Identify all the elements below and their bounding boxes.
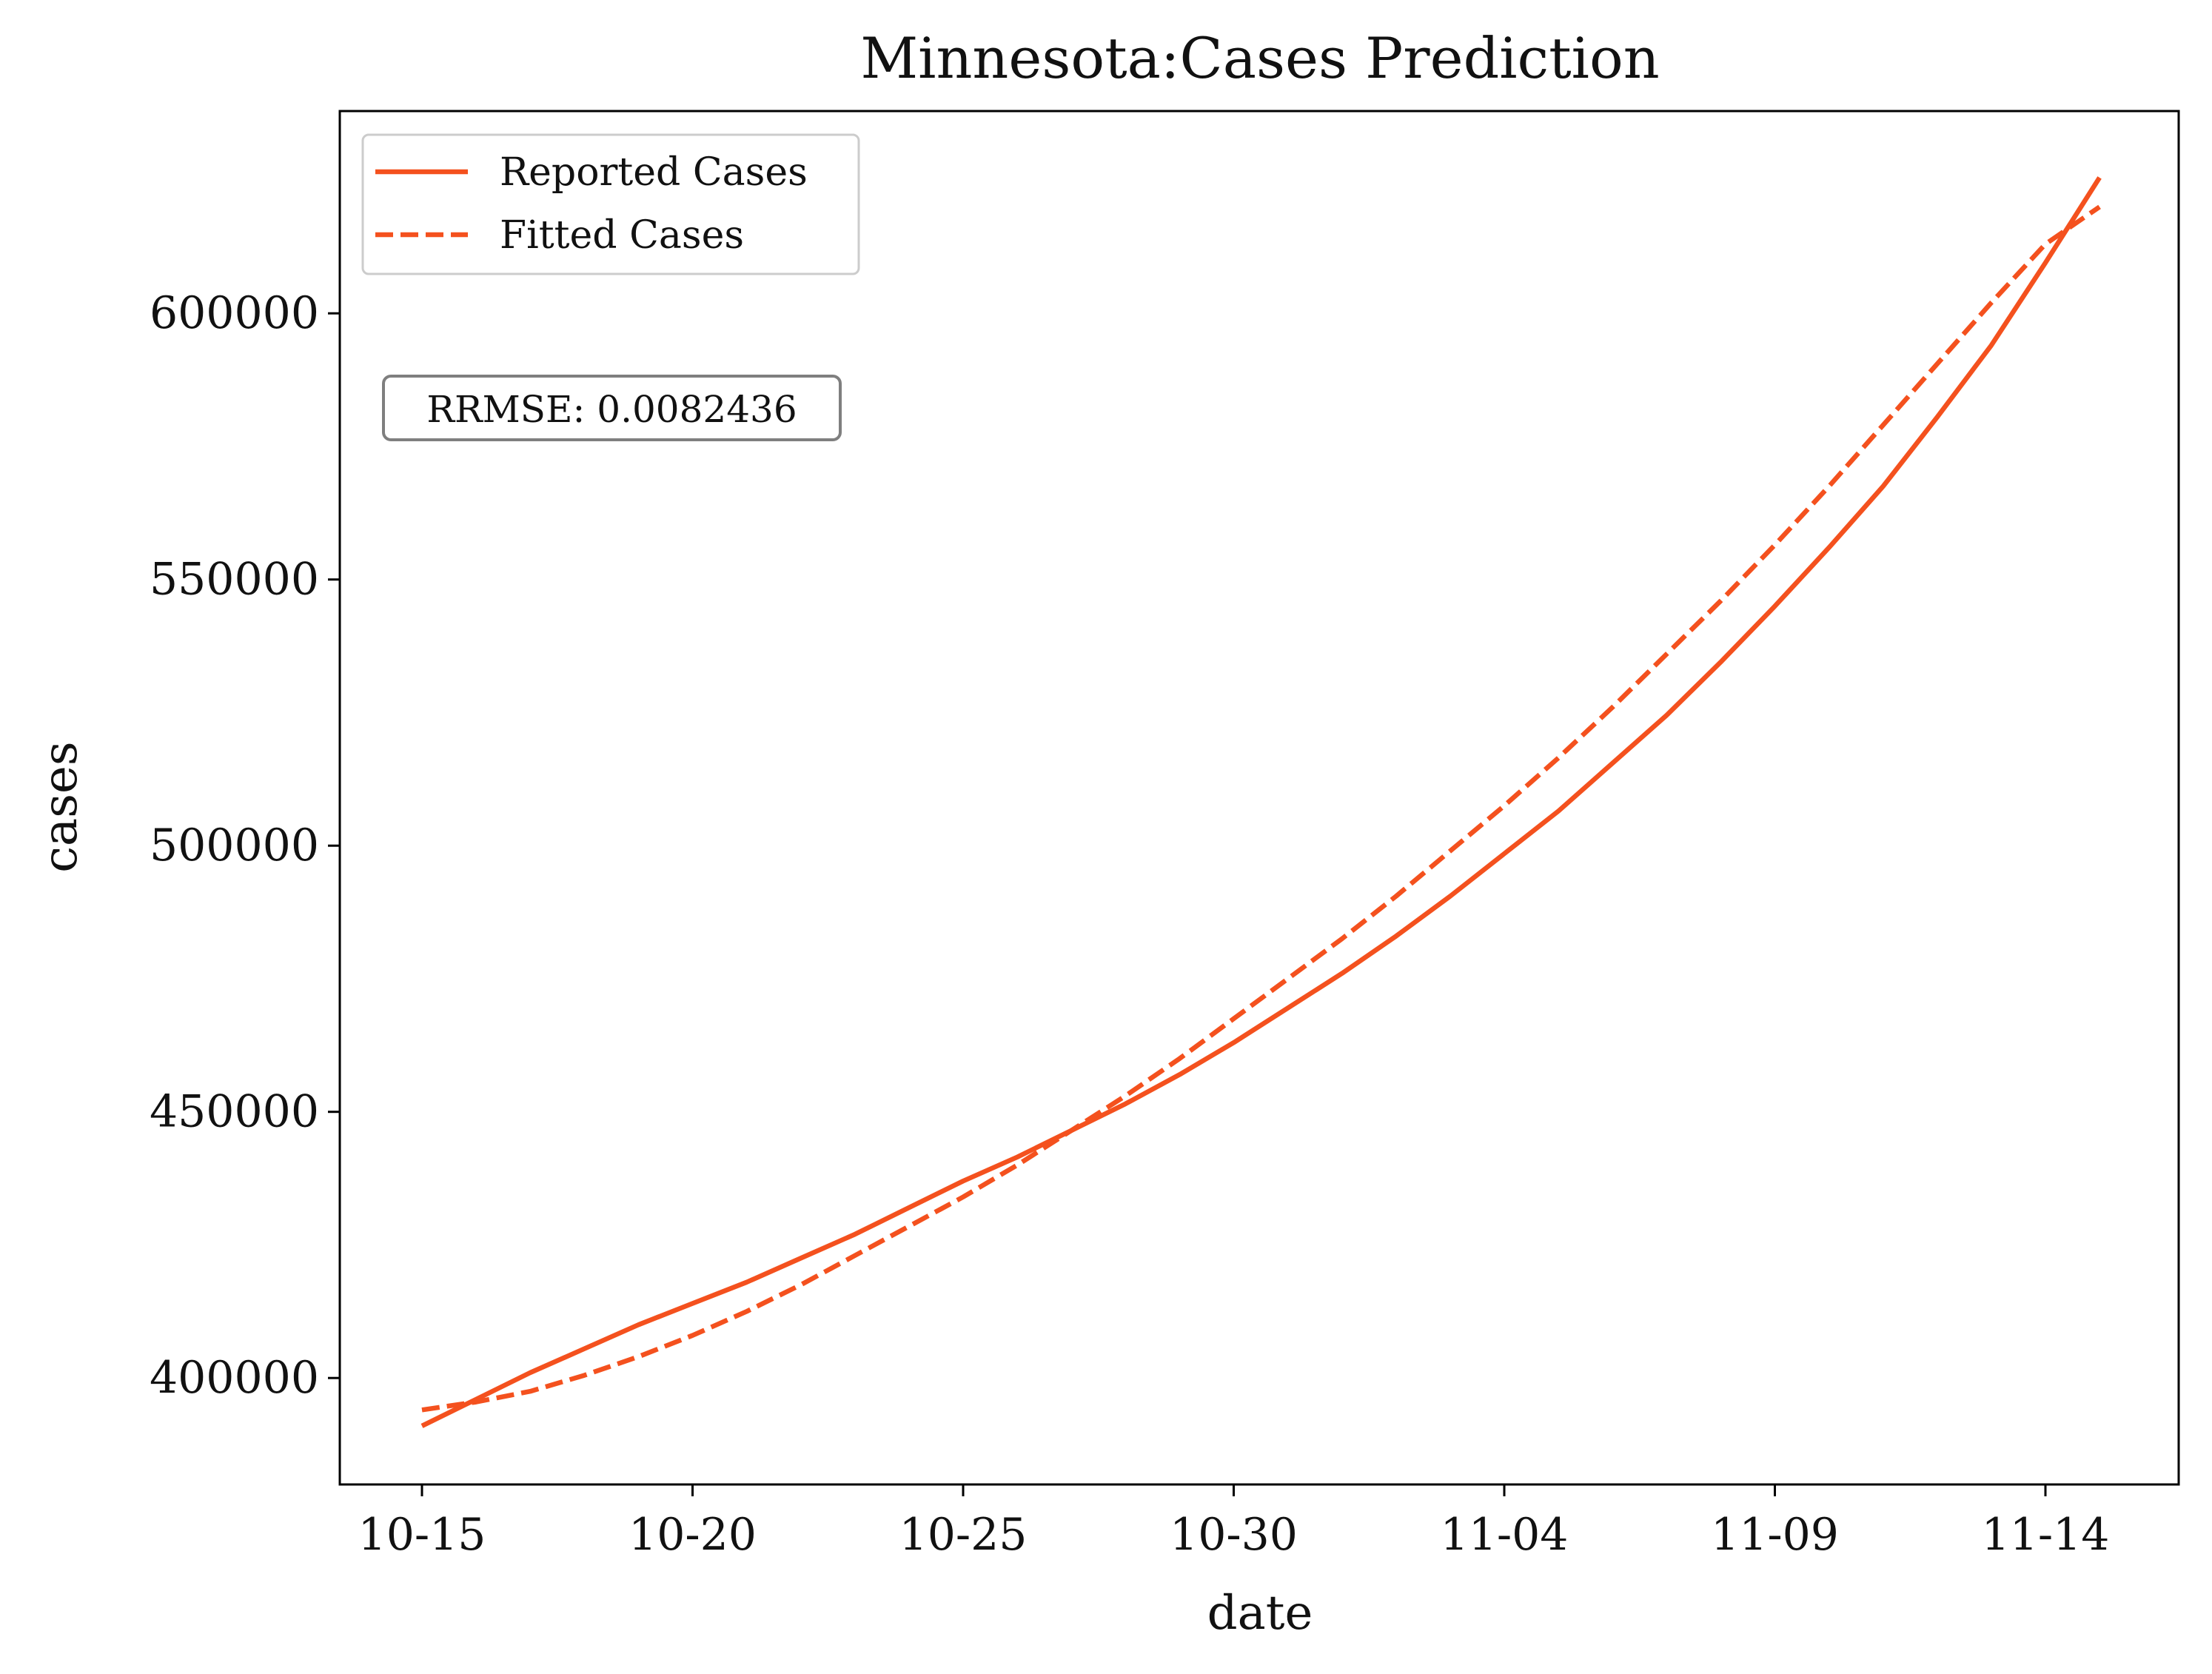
y-tick-label: 450000 (150, 1086, 319, 1138)
plot-area: 10-15 10-20 10-25 10-30 11-04 11-09 11-14 40000… (150, 110, 2180, 1561)
x-tick-label: 11-14 (1982, 1509, 2110, 1561)
x-tick-label: 11-09 (1711, 1509, 1839, 1561)
series-line-reported-cases (420, 176, 2102, 1428)
annotation-box (382, 375, 842, 441)
x-tick-label: 11-04 (1441, 1509, 1569, 1561)
x-tick-label: 10-20 (629, 1509, 757, 1561)
x-tick-label: 10-25 (899, 1509, 1028, 1561)
y-tick-label: 600000 (150, 287, 319, 339)
chart-title: Minnesota:Cases Prediction (860, 25, 1659, 91)
legend-label: Fitted Cases (500, 213, 744, 258)
series-line-fitted-cases (421, 204, 2101, 1413)
y-tick-label: 500000 (150, 820, 319, 871)
annotation-rrmse: RRMSE: 0.0082436 (426, 388, 797, 431)
y-tick-label: 550000 (150, 554, 319, 606)
x-tick-label: 10-30 (1170, 1509, 1298, 1561)
plot-frame (338, 110, 2180, 1486)
x-axis-title: date (1207, 1586, 1313, 1641)
legend-box (361, 133, 860, 275)
y-tick-label: 400000 (150, 1352, 319, 1404)
y-axis-title: cases (33, 741, 88, 873)
legend-label: Reported Cases (500, 150, 808, 195)
x-tick-label: 10-15 (358, 1509, 486, 1561)
